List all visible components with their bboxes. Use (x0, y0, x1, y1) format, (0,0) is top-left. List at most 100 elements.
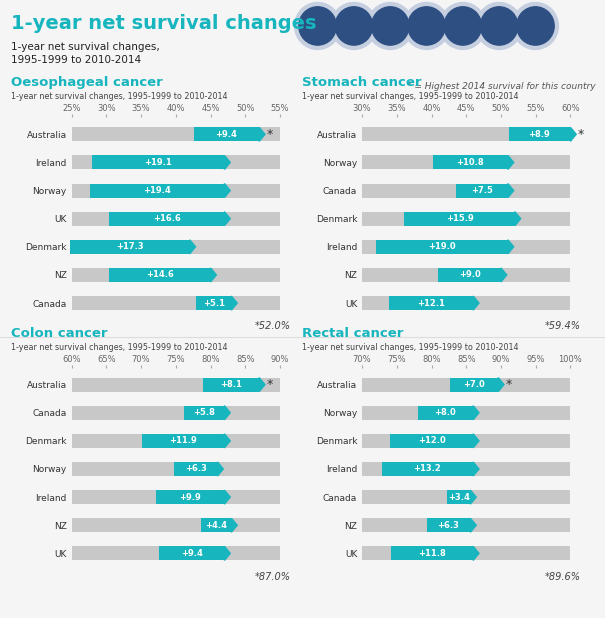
Bar (450, 378, 498, 392)
Bar (196, 296, 231, 310)
Bar (71, 155, 280, 169)
Bar (362, 546, 571, 561)
Bar (362, 434, 571, 448)
Polygon shape (224, 490, 231, 504)
Bar (417, 405, 473, 420)
Bar (362, 405, 571, 420)
Bar (71, 211, 280, 226)
Text: Colon cancer: Colon cancer (11, 327, 108, 340)
Bar (389, 296, 473, 310)
Text: +8.9: +8.9 (529, 130, 551, 139)
Bar (71, 296, 280, 310)
Text: +9.4: +9.4 (215, 130, 237, 139)
Polygon shape (473, 434, 479, 448)
Bar (71, 127, 280, 142)
Text: 1-year net survival changes, 1995-1999 to 2010-2014: 1-year net survival changes, 1995-1999 t… (302, 343, 519, 352)
Bar (71, 405, 280, 420)
Text: +10.8: +10.8 (457, 158, 484, 167)
Text: +7.5: +7.5 (471, 186, 493, 195)
Text: 1-year net survival changes, 1995-1999 to 2010-2014: 1-year net survival changes, 1995-1999 t… (11, 343, 227, 352)
Bar (509, 127, 571, 142)
Polygon shape (473, 546, 479, 561)
Text: +19.1: +19.1 (144, 158, 172, 167)
Polygon shape (508, 155, 514, 169)
Bar (142, 434, 224, 448)
Bar (159, 546, 224, 561)
Text: Stomach cancer: Stomach cancer (302, 76, 422, 89)
Text: +5.8: +5.8 (194, 408, 215, 417)
Bar (404, 211, 515, 226)
Bar (71, 546, 280, 561)
Bar (362, 184, 571, 198)
Bar (362, 268, 571, 282)
Polygon shape (217, 462, 223, 476)
Text: +9.4: +9.4 (181, 549, 203, 558)
Text: *: * (505, 378, 511, 391)
Bar (203, 378, 259, 392)
Bar (71, 268, 280, 282)
Text: +11.8: +11.8 (418, 549, 446, 558)
Bar (382, 462, 473, 476)
Text: +7.0: +7.0 (463, 380, 485, 389)
Text: Oesophageal cancer: Oesophageal cancer (11, 76, 163, 89)
Text: +11.9: +11.9 (169, 436, 197, 446)
Bar (362, 127, 571, 142)
Text: *: * (266, 378, 272, 391)
Polygon shape (211, 268, 217, 282)
Bar (90, 184, 224, 198)
Polygon shape (190, 240, 195, 254)
Bar (201, 519, 231, 532)
Bar (109, 211, 224, 226)
Text: *: * (266, 128, 272, 141)
Text: 1-year net survival changes, 1995-1999 to 2010-2014: 1-year net survival changes, 1995-1999 t… (302, 92, 519, 101)
Bar (174, 462, 217, 476)
Text: +5.1: +5.1 (203, 298, 224, 308)
Text: +8.1: +8.1 (220, 380, 242, 389)
Polygon shape (259, 127, 265, 142)
Bar (362, 462, 571, 476)
Text: +12.0: +12.0 (417, 436, 445, 446)
Polygon shape (224, 405, 231, 420)
Bar (155, 490, 224, 504)
Bar (70, 240, 190, 254)
Bar (362, 296, 571, 310)
Polygon shape (470, 490, 476, 504)
Text: *59.4%: *59.4% (544, 321, 581, 331)
Polygon shape (571, 127, 576, 142)
Bar (456, 184, 508, 198)
Text: *: * (577, 128, 584, 141)
Text: *52.0%: *52.0% (254, 321, 290, 331)
Bar (194, 127, 259, 142)
Text: +6.3: +6.3 (185, 465, 206, 473)
Polygon shape (224, 546, 231, 561)
Bar (184, 405, 224, 420)
Polygon shape (473, 462, 479, 476)
Text: +9.9: +9.9 (179, 493, 201, 502)
Bar (427, 519, 470, 532)
Bar (362, 155, 571, 169)
Polygon shape (224, 211, 231, 226)
Text: +17.3: +17.3 (116, 242, 143, 252)
Text: *89.6%: *89.6% (544, 572, 581, 582)
Polygon shape (470, 519, 476, 532)
Text: +14.6: +14.6 (146, 271, 174, 279)
Bar (109, 268, 211, 282)
Bar (71, 184, 280, 198)
Polygon shape (473, 405, 479, 420)
Polygon shape (508, 240, 514, 254)
Text: *87.0%: *87.0% (254, 572, 290, 582)
Bar (71, 378, 280, 392)
Text: +12.1: +12.1 (417, 298, 445, 308)
Text: +15.9: +15.9 (446, 214, 474, 223)
Bar (446, 490, 470, 504)
Bar (71, 519, 280, 532)
Bar (390, 434, 473, 448)
Bar (433, 155, 508, 169)
Bar (362, 490, 571, 504)
Text: +19.0: +19.0 (428, 242, 456, 252)
Polygon shape (224, 434, 231, 448)
Bar (376, 240, 508, 254)
Text: +16.6: +16.6 (153, 214, 181, 223)
Text: +4.4: +4.4 (205, 521, 227, 530)
Polygon shape (515, 211, 521, 226)
